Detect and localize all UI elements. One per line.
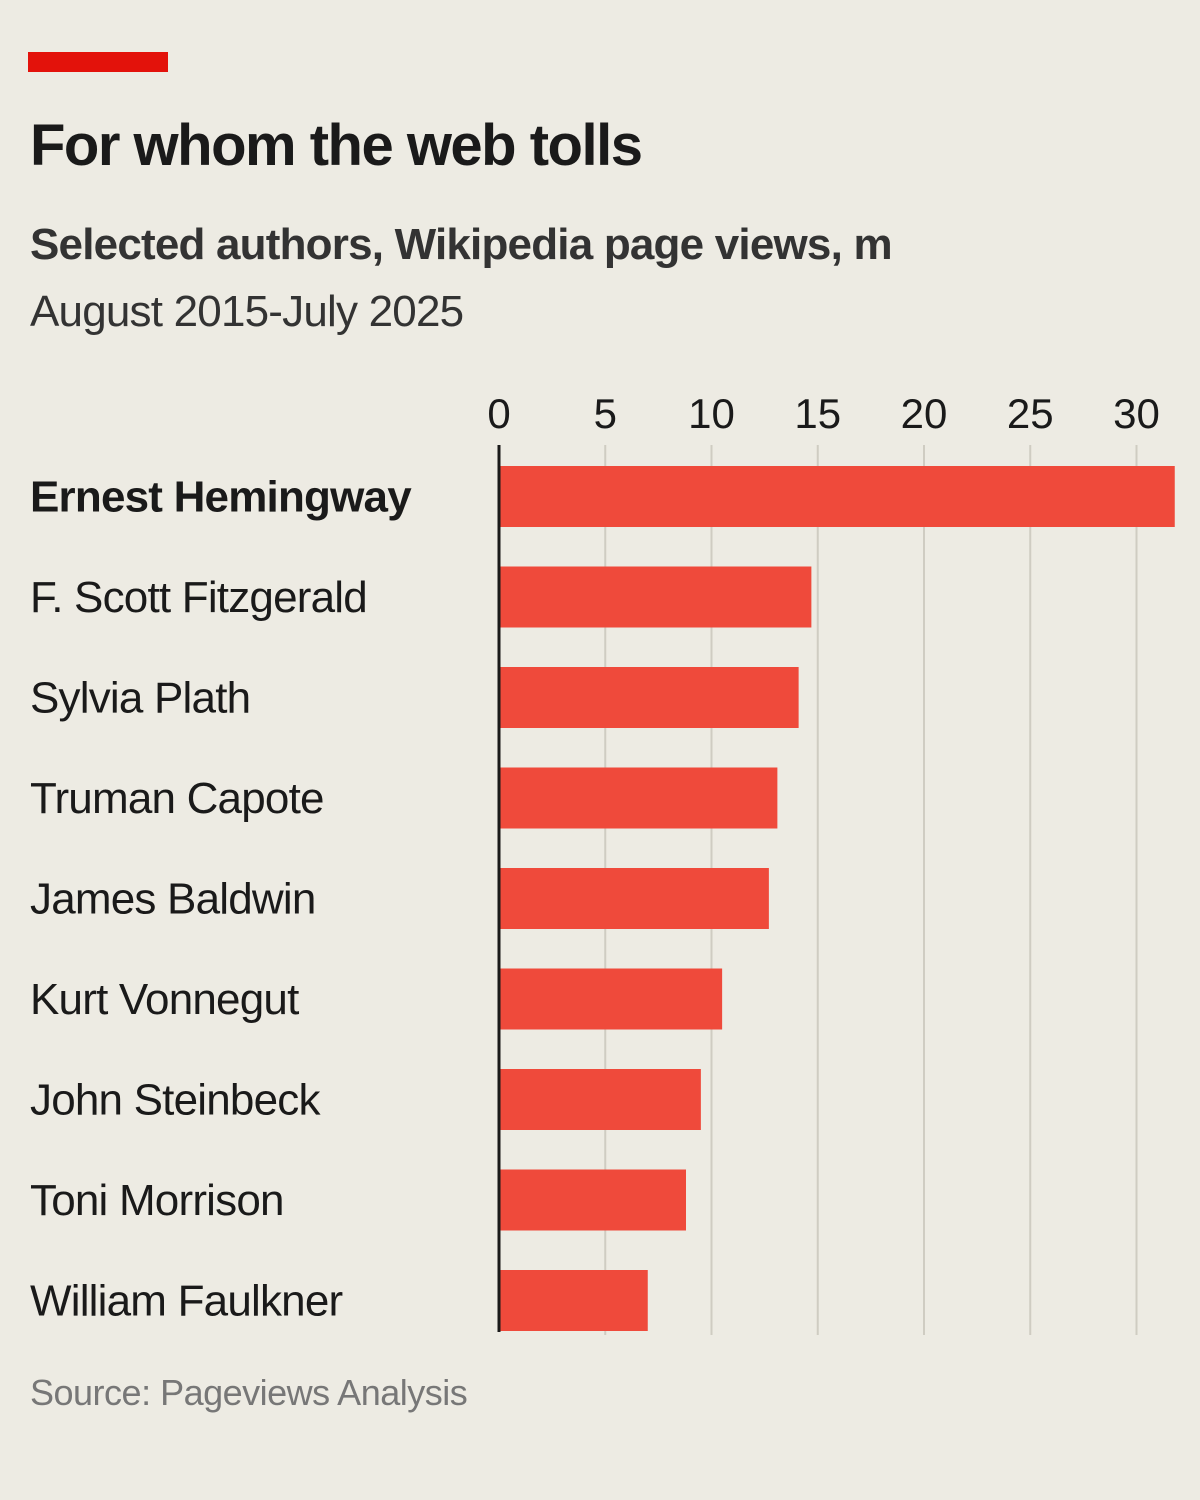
x-tick-label: 20 (901, 390, 948, 437)
bar (499, 466, 1175, 527)
category-label: John Steinbeck (30, 1076, 321, 1125)
bar (499, 1169, 686, 1231)
category-label: Sylvia Plath (30, 674, 250, 723)
bar (499, 968, 723, 1030)
chart-subtitle: Selected authors, Wikipedia page views, … (30, 220, 893, 269)
bar (499, 1069, 701, 1130)
x-tick-label: 30 (1113, 390, 1160, 437)
x-tick-label: 15 (794, 390, 841, 437)
category-label: F. Scott Fitzgerald (30, 573, 367, 622)
category-label: Truman Capote (30, 774, 324, 823)
x-tick-label: 5 (594, 390, 617, 437)
bar (499, 1270, 648, 1331)
category-label: William Faulkner (30, 1277, 343, 1326)
bar (499, 868, 769, 929)
accent-bar (28, 52, 168, 72)
x-tick-label: 25 (1007, 390, 1054, 437)
category-label: Toni Morrison (30, 1176, 284, 1225)
category-label: Kurt Vonnegut (30, 975, 299, 1024)
bar (499, 566, 812, 628)
x-tick-label: 10 (688, 390, 735, 437)
chart-title: For whom the web tolls (30, 113, 643, 178)
bar (499, 667, 799, 728)
source-note: Source: Pageviews Analysis (30, 1372, 468, 1413)
category-label: James Baldwin (30, 875, 316, 924)
bar (499, 767, 778, 829)
x-tick-label: 0 (487, 390, 510, 437)
chart-period: August 2015-July 2025 (30, 287, 464, 336)
category-label: Ernest Hemingway (30, 473, 412, 522)
